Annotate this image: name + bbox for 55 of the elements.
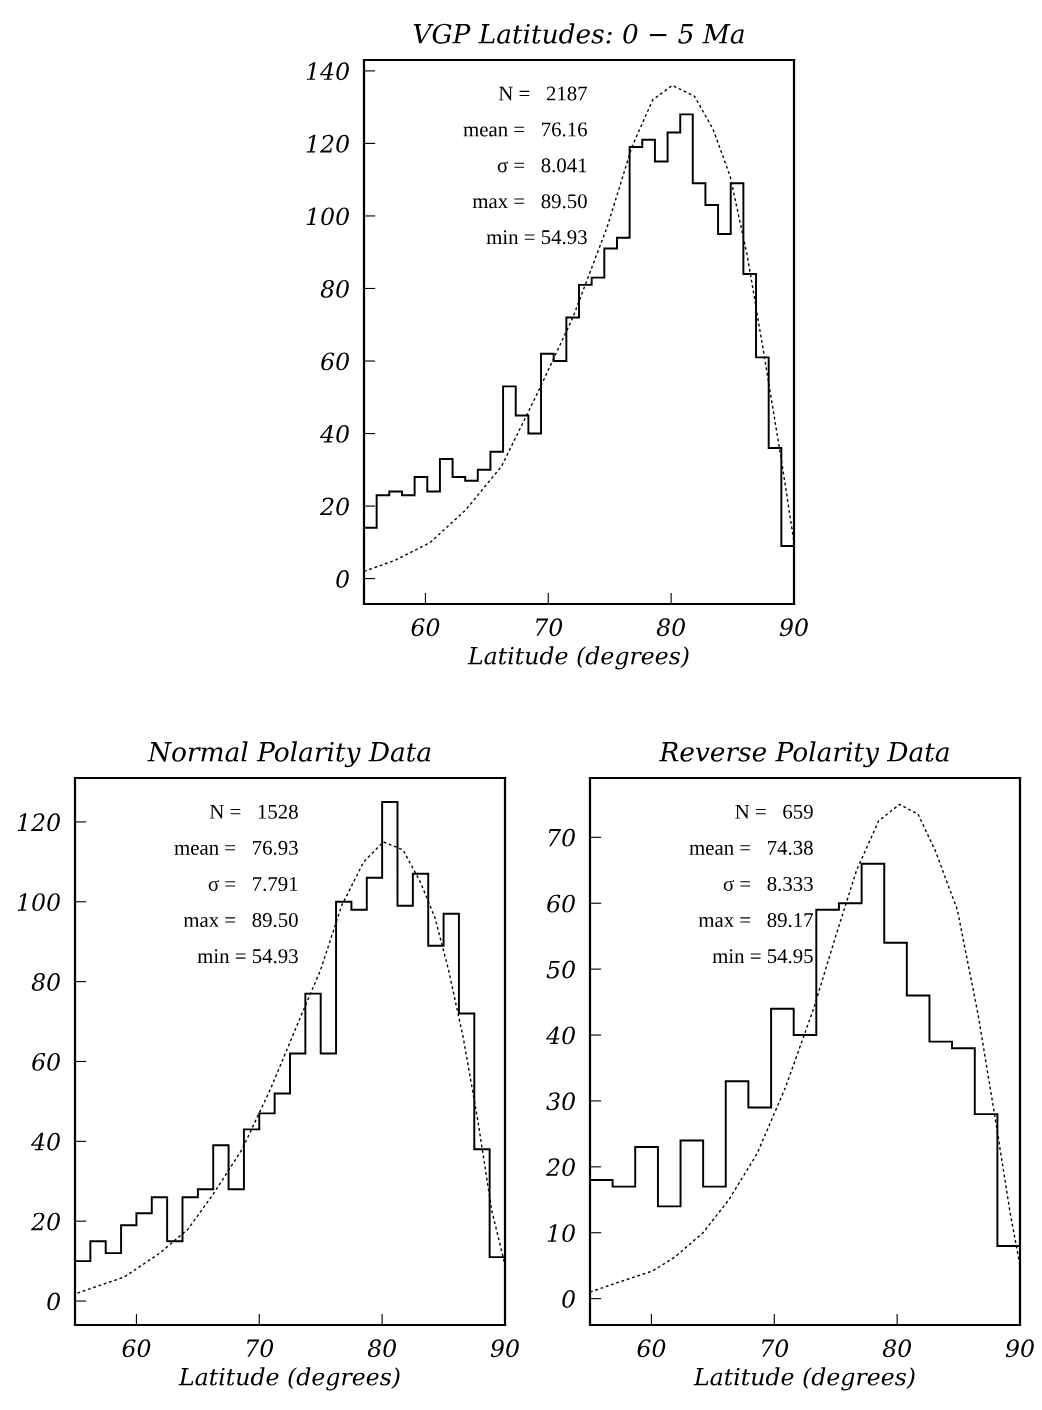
x-tick-label: 90 — [779, 618, 808, 637]
y-tick-label: 50 — [546, 960, 575, 979]
x-tick-label: 80 — [656, 618, 685, 637]
x-tick-label: 70 — [247, 1339, 274, 1358]
chart-title: VGP Latitudes: 0 − 5 Ma — [413, 23, 744, 44]
y-tick-label: 140 — [306, 62, 349, 81]
x-axis-title: Latitude (degrees) — [178, 1367, 400, 1391]
x-tick-label: 60 — [411, 618, 440, 637]
y-tick-label: 20 — [545, 1158, 575, 1177]
annotation: mean = 74.38 — [689, 840, 813, 855]
y-tick-label: 0 — [47, 1292, 60, 1311]
annotation: min = 54.93 — [486, 230, 587, 245]
y-tick-label: 20 — [319, 497, 349, 516]
x-tick-label: 90 — [490, 1339, 519, 1358]
annotation: σ = 7.791 — [208, 876, 298, 892]
y-tick-label: 20 — [30, 1212, 60, 1231]
x-tick-label: 90 — [1005, 1339, 1034, 1358]
y-tick-label: 80 — [320, 279, 349, 298]
chart-title: Reverse Polarity Data — [659, 741, 949, 768]
y-tick-label: 40 — [546, 1026, 575, 1045]
y-tick-label: 60 — [32, 1052, 60, 1071]
annotation: mean = 76.16 — [463, 122, 587, 137]
annotation: σ = 8.333 — [723, 876, 813, 892]
y-tick-label: 10 — [547, 1224, 575, 1243]
y-tick-label: 120 — [17, 813, 60, 832]
y-tick-label: 60 — [321, 352, 349, 371]
y-tick-label: 0 — [336, 570, 349, 588]
x-axis-title: Latitude (degrees) — [693, 1367, 915, 1391]
annotation: N = 659 — [735, 804, 813, 819]
annotation: N = 2187 — [498, 86, 587, 101]
annotation: σ = 8.041 — [497, 158, 587, 173]
y-tick-label: 30 — [546, 1092, 575, 1111]
annotation: max = 89.50 — [183, 913, 298, 928]
y-tick-label: 80 — [31, 973, 60, 991]
x-axis-title: Latitude (degrees) — [467, 646, 689, 670]
annotation: min = 54.93 — [197, 949, 298, 964]
chart-title: Normal Polarity Data — [147, 741, 431, 768]
annotation: mean = 76.93 — [174, 840, 298, 855]
annotation: min = 54.95 — [712, 949, 813, 964]
y-tick-label: 100 — [306, 207, 349, 226]
y-tick-label: 40 — [320, 424, 349, 443]
y-tick-label: 120 — [306, 134, 349, 153]
x-tick-label: 60 — [122, 1339, 151, 1358]
y-tick-label: 100 — [17, 893, 60, 912]
x-tick-label: 80 — [367, 1339, 396, 1358]
x-tick-label: 60 — [637, 1339, 666, 1358]
y-tick-label: 70 — [548, 828, 575, 847]
y-tick-label: 0 — [562, 1290, 575, 1308]
y-tick-label: 60 — [547, 894, 575, 913]
x-tick-label: 80 — [882, 1339, 911, 1358]
annotation: max = 89.17 — [698, 913, 813, 928]
y-tick-label: 40 — [31, 1132, 60, 1151]
x-tick-label: 70 — [762, 1339, 789, 1358]
annotation: max = 89.50 — [472, 194, 587, 209]
annotation: N = 1528 — [209, 804, 298, 819]
